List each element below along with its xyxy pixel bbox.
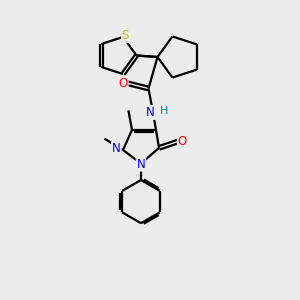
Text: S: S <box>122 29 129 42</box>
Text: N: N <box>136 158 146 171</box>
Text: H: H <box>160 106 169 116</box>
Text: N: N <box>112 142 121 155</box>
Text: O: O <box>178 135 187 148</box>
Text: N: N <box>146 106 155 119</box>
Text: O: O <box>118 76 127 90</box>
